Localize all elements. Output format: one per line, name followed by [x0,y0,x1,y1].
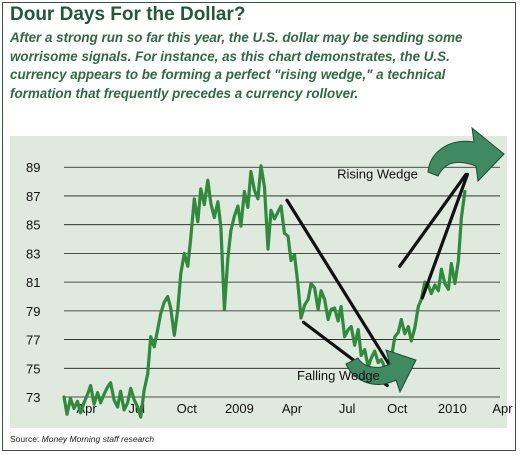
source-prefix: Source: [10,434,42,444]
source-note: Source: Money Morning staff research [10,434,154,444]
annotations: Rising Wedge Falling Wedge [297,167,418,383]
y-tick-label: 87 [26,189,40,204]
rising-wedge-lower-line [420,172,470,300]
falling-wedge-upper-line [285,198,392,368]
x-tick-label: Oct [177,401,198,416]
x-axis-ticks: Apr Jul Oct 2009 Apr Jul Oct 2010 Apr [76,401,513,416]
y-axis-ticks: 73 75 77 79 81 83 85 87 89 [26,160,40,405]
page-title: Dour Days For the Dollar? [10,4,246,25]
x-tick-label: Apr [282,401,303,416]
series-line [62,164,467,419]
y-tick-label: 79 [26,304,40,319]
y-tick-label: 81 [26,275,40,290]
chart-subtitle: After a strong run so far this year, the… [10,30,463,101]
y-tick-label: 77 [26,333,40,348]
y-tick-label: 85 [26,218,40,233]
rising-wedge-label: Rising Wedge [337,167,418,182]
y-tick-label: 75 [26,361,40,376]
source-name: Money Morning staff research [41,434,155,444]
x-tick-label: Oct [387,401,408,416]
rising-wedge-upper-line [398,172,468,268]
x-tick-label: 2010 [438,401,467,416]
gridlines [64,166,500,398]
arrows [345,126,505,394]
falling-wedge-label: Falling Wedge [297,368,380,383]
x-tick-label: Apr [492,401,513,416]
rebound-arrow-icon [345,349,417,394]
y-tick-label: 89 [26,160,40,175]
x-tick-label: 2009 [225,401,254,416]
rollover-arrow-icon [427,126,505,183]
wedge-lines [285,172,470,388]
y-tick-label: 73 [26,390,40,405]
x-tick-label: Jul [339,401,356,416]
y-tick-label: 83 [26,246,40,261]
